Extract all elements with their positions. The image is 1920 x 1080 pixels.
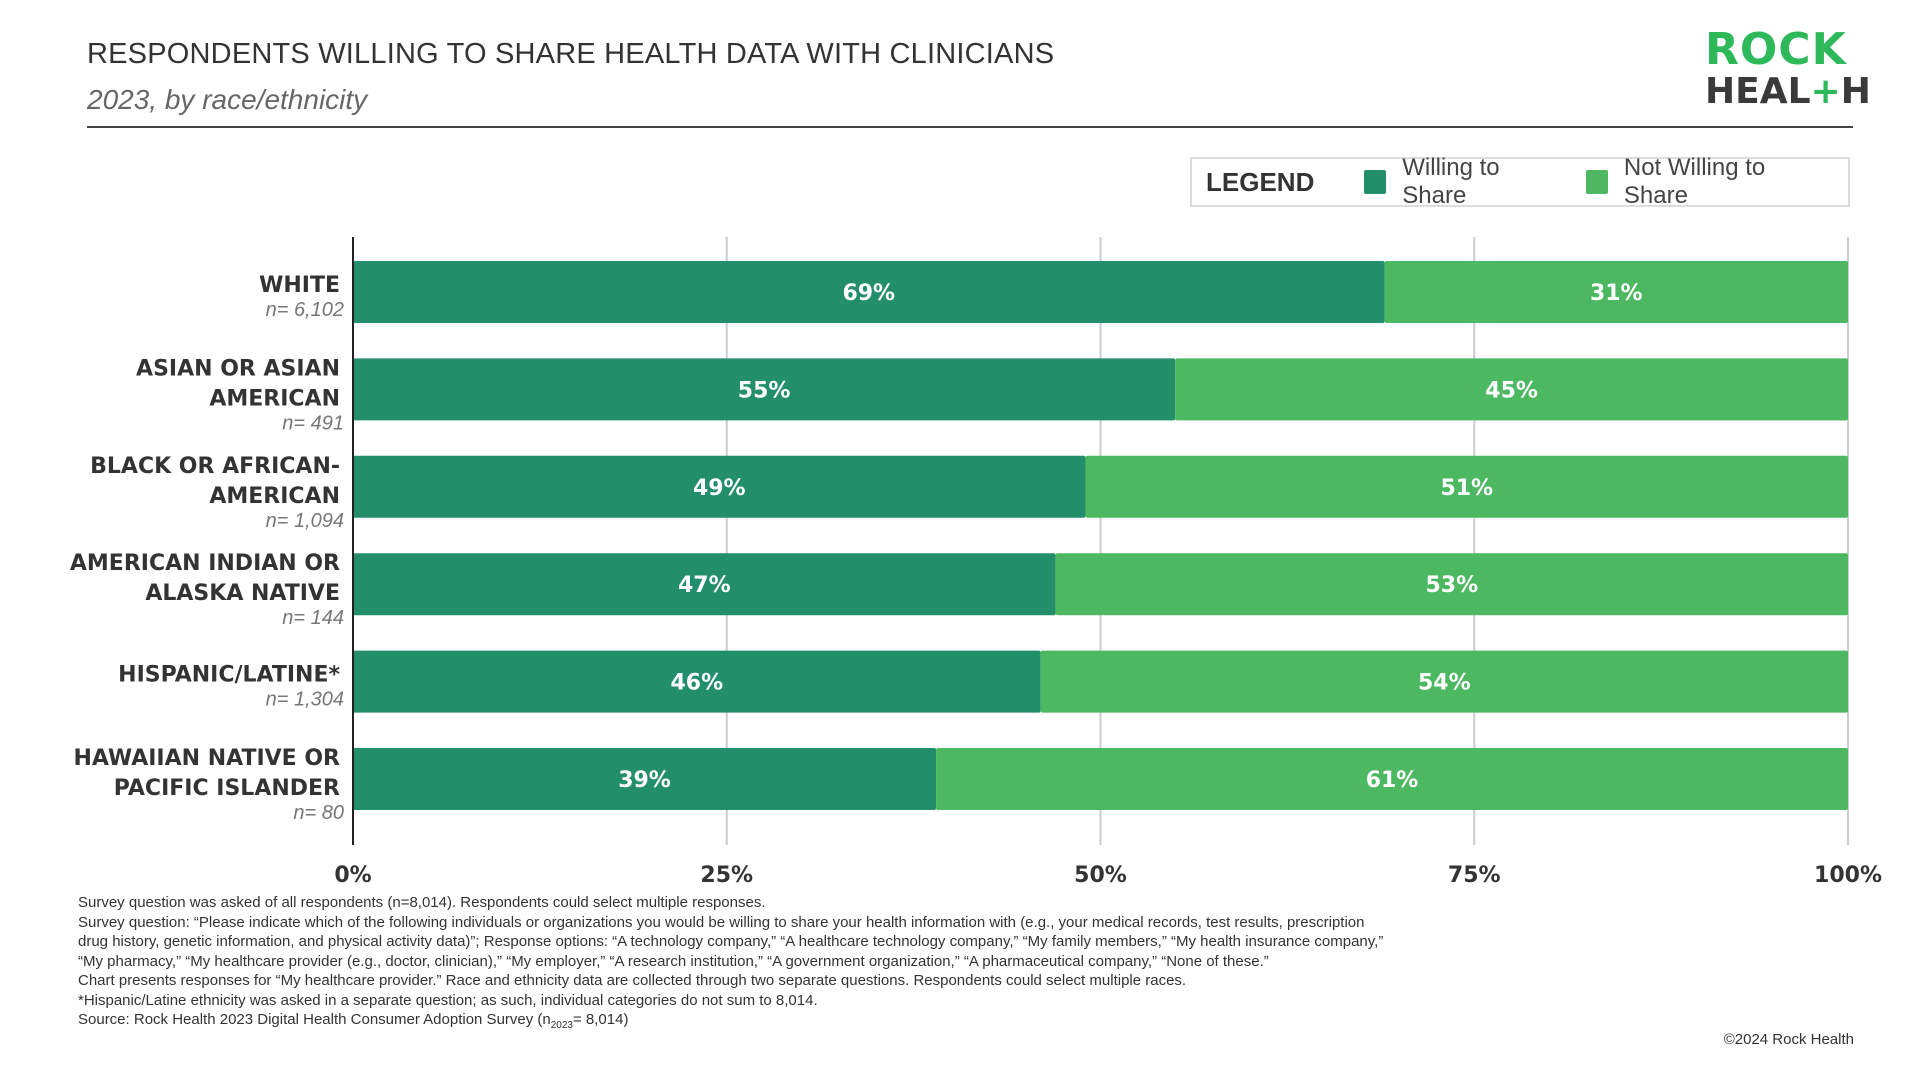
footnote-2: Survey question: “Please indicate which … — [78, 913, 1384, 970]
category-n-1: n= 491 — [282, 412, 344, 434]
logo-line-2: HEAL+H — [1705, 71, 1871, 112]
x-tick-label-100: 100% — [1814, 863, 1882, 888]
category-label-2-line-1: AMERICAN — [209, 484, 340, 509]
footnotes: Survey question was asked of all respond… — [78, 893, 1398, 1036]
legend-item-willing: Willing to Share — [1364, 154, 1556, 210]
category-label-0-line-0: WHITE — [259, 273, 340, 298]
legend: LEGEND Willing to Share Not Willing to S… — [1190, 154, 1850, 210]
chart-title: RESPONDENTS WILLING TO SHARE HEALTH DATA… — [87, 38, 1055, 70]
x-tick-label-0: 0% — [334, 863, 371, 888]
data-label-willing-4: 46% — [671, 671, 724, 696]
bar-not-willing-2 — [1085, 455, 1848, 518]
rock-health-logo: ROCK HEAL+H — [1705, 24, 1871, 112]
data-label-not-willing-0: 31% — [1590, 281, 1643, 306]
footnote-4: *Hispanic/Latine ethnicity was asked in … — [78, 991, 818, 1009]
category-label-1-line-1: AMERICAN — [209, 386, 340, 411]
category-label-3-line-1: ALASKA NATIVE — [145, 581, 340, 606]
data-label-not-willing-2: 51% — [1440, 476, 1493, 501]
data-label-not-willing-5: 61% — [1366, 768, 1419, 793]
legend-label-not-willing: Not Willing to Share — [1623, 154, 1766, 209]
bar-willing-5 — [353, 748, 937, 810]
category-label-4-line-0: HISPANIC/LATINE* — [118, 663, 340, 688]
data-label-not-willing-4: 54% — [1418, 671, 1471, 696]
category-label-3-line-0: AMERICAN INDIAN OR — [70, 551, 340, 576]
bar-not-willing-1 — [1175, 358, 1848, 421]
category-n-0: n= 6,102 — [266, 299, 344, 321]
footnote-3: Chart presents responses for “My healthc… — [78, 972, 1187, 989]
x-tick-label-25: 25% — [700, 863, 753, 888]
bar-willing-1 — [353, 358, 1176, 421]
source-suffix: = 8,014) — [573, 1011, 629, 1028]
bar-willing-3 — [353, 553, 1056, 616]
category-label-5-line-1: PACIFIC ISLANDER — [114, 776, 340, 801]
bar-not-willing-3 — [1055, 553, 1848, 616]
footnote-1: Survey question was asked of all respond… — [78, 894, 766, 911]
data-label-willing-2: 49% — [693, 476, 746, 501]
category-label-1-line-0: ASIAN OR ASIAN — [136, 356, 340, 381]
data-label-willing-3: 47% — [678, 573, 731, 598]
category-n-5: n= 80 — [293, 802, 344, 824]
logo-line-1: ROCK — [1705, 24, 1847, 75]
x-tick-label-50: 50% — [1074, 863, 1127, 888]
bar-willing-0 — [353, 261, 1385, 323]
source-note: Source: Rock Health 2023 Digital Health … — [78, 1010, 1398, 1036]
category-n-2: n= 1,094 — [266, 510, 344, 532]
category-n-3: n= 144 — [282, 607, 344, 629]
logo-line-2a: HEAL — [1705, 71, 1811, 112]
header-divider — [87, 126, 1853, 128]
bar-not-willing-5 — [936, 748, 1848, 810]
legend-item-not-willing: Not Willing to Share — [1585, 154, 1818, 210]
legend-label-willing: Willing to Share — [1402, 154, 1500, 209]
source-prefix: Source: Rock Health 2023 Digital Health … — [78, 1011, 551, 1028]
bar-willing-2 — [353, 455, 1086, 518]
data-label-willing-1: 55% — [738, 378, 791, 403]
logo-line-2b: H — [1840, 71, 1871, 112]
legend-title: LEGEND — [1206, 166, 1315, 197]
logo-plus: + — [1810, 71, 1841, 112]
bar-not-willing-4 — [1040, 650, 1848, 713]
category-label-5-line-0: HAWAIIAN NATIVE OR — [73, 746, 340, 771]
data-label-willing-5: 39% — [618, 768, 671, 793]
x-tick-label-75: 75% — [1448, 863, 1501, 888]
data-label-not-willing-1: 45% — [1485, 378, 1538, 403]
chart-subtitle: 2023, by race/ethnicity — [87, 84, 368, 115]
bar-willing-4 — [353, 650, 1041, 713]
bar-not-willing-0 — [1384, 261, 1848, 323]
copyright: ©2024 Rock Health — [1723, 1031, 1854, 1048]
data-label-not-willing-3: 53% — [1425, 573, 1478, 598]
legend-swatch-willing — [1364, 170, 1387, 194]
category-label-2-line-0: BLACK OR AFRICAN- — [90, 454, 340, 479]
category-n-4: n= 1,304 — [266, 689, 344, 711]
legend-swatch-not-willing — [1585, 170, 1608, 194]
source-subscript: 2023 — [550, 1020, 573, 1031]
data-label-willing-0: 69% — [842, 281, 895, 306]
